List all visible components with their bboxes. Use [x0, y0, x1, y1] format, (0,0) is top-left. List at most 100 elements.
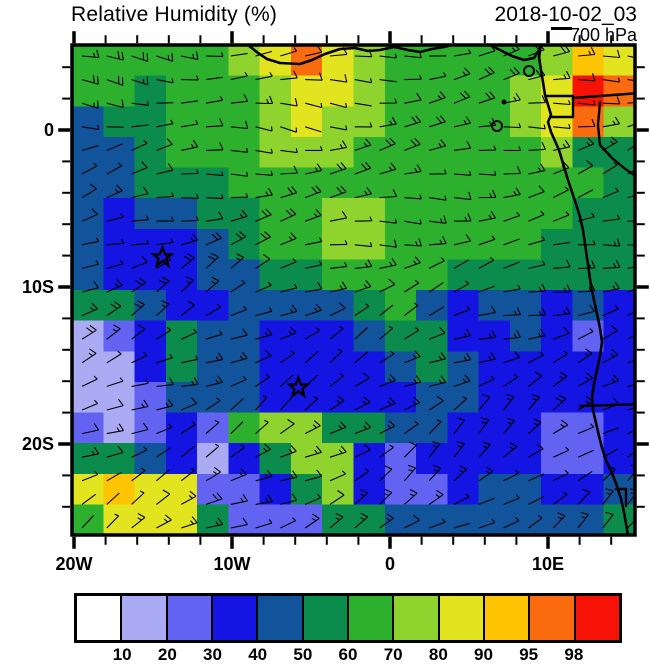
humidity-cell [353, 351, 386, 383]
humidity-cell [259, 290, 292, 322]
humidity-cell [541, 45, 573, 77]
humidity-cell [541, 381, 573, 413]
wind-barbs [81, 45, 635, 529]
humidity-cell [228, 259, 261, 291]
humidity-cell [447, 45, 480, 77]
colorbar [74, 593, 622, 643]
humidity-cell [259, 504, 292, 535]
humidity-cell [447, 259, 480, 291]
axis-tick-labels: 20W 10W 0 10E 0 10S 20S [22, 120, 564, 574]
humidity-cell [384, 351, 417, 383]
humidity-cell [509, 412, 542, 444]
reference-wind-barb [551, 27, 572, 30]
humidity-cell [478, 198, 511, 230]
humidity-cell [72, 412, 104, 444]
humidity-cell [603, 106, 635, 138]
colorbar-label-70: 70 [383, 645, 403, 664]
humidity-cell [134, 198, 167, 230]
x-axis-label-10E: 10E [532, 554, 564, 574]
humidity-cell [416, 412, 448, 444]
humidity-cell [509, 320, 542, 352]
humidity-cell [72, 228, 104, 260]
humidity-cell [416, 473, 448, 505]
humidity-cell [384, 443, 417, 475]
colorbar-label-60: 60 [338, 645, 358, 664]
colorbar-cell-8 [392, 596, 438, 640]
humidity-cell [103, 381, 136, 413]
humidity-heatmap-cells [72, 45, 635, 535]
map-frame [70, 43, 637, 537]
humidity-cell [572, 198, 605, 230]
humidity-cell [416, 167, 448, 199]
humidity-cell [290, 412, 323, 444]
colorbar-label-20: 20 [157, 645, 177, 664]
humidity-cell [603, 198, 635, 230]
humidity-cell [541, 443, 573, 475]
pressure-level-label: 700 hPa [569, 25, 637, 45]
humidity-cell [353, 106, 386, 138]
humidity-cell [72, 443, 104, 475]
humidity-cell [416, 259, 448, 291]
star-marker-1 [150, 244, 175, 269]
humidity-cell [478, 412, 511, 444]
humidity-cell [322, 381, 354, 413]
humidity-cell [322, 290, 354, 322]
humidity-cell [384, 473, 417, 505]
humidity-cell [228, 106, 261, 138]
humidity-cell [165, 320, 198, 352]
humidity-cell [322, 504, 354, 535]
humidity-cell [322, 136, 354, 168]
humidity-cell [322, 106, 354, 138]
humidity-cell [447, 351, 480, 383]
humidity-cell [384, 228, 417, 260]
humidity-cell [228, 290, 261, 322]
colorbar-label-40: 40 [248, 645, 268, 664]
humidity-cell [103, 320, 136, 352]
humidity-cell [103, 45, 136, 77]
humidity-cell [322, 351, 354, 383]
colorbar-cell-7 [346, 596, 393, 640]
humidity-cell [384, 290, 417, 322]
humidity-cell [134, 167, 167, 199]
colorbar-cell-3 [165, 596, 211, 640]
humidity-cell [322, 412, 354, 444]
humidity-cell [603, 45, 635, 77]
humidity-cell [197, 504, 229, 535]
humidity-cell [228, 443, 261, 475]
humidity-cell [572, 290, 605, 322]
humidity-cell [478, 351, 511, 383]
humidity-cell [259, 381, 292, 413]
humidity-cell [103, 473, 136, 505]
colorbar-label-80: 80 [428, 645, 448, 664]
country-border-cabinda [614, 487, 628, 508]
humidity-cell [603, 259, 635, 291]
colorbar-cell-2 [120, 596, 166, 640]
humidity-cell [384, 259, 417, 291]
humidity-cell [72, 290, 104, 322]
humidity-cell [72, 381, 104, 413]
humidity-cell [259, 259, 292, 291]
humidity-cell [447, 198, 480, 230]
humidity-cell [509, 504, 542, 535]
humidity-cell [384, 198, 417, 230]
humidity-cell [353, 504, 386, 535]
humidity-cell [572, 167, 605, 199]
humidity-cell [541, 106, 573, 138]
humidity-cell [197, 320, 229, 352]
colorbar-cell-9 [437, 596, 483, 640]
humidity-cell [541, 136, 573, 168]
humidity-cell [103, 351, 136, 383]
colorbar-label-98: 98 [564, 645, 584, 664]
humidity-cell [72, 259, 104, 291]
colorbar-label-90: 90 [474, 645, 493, 664]
humidity-cell [353, 259, 386, 291]
humidity-cell [478, 473, 511, 505]
humidity-cell [134, 45, 167, 77]
humidity-cell [509, 259, 542, 291]
humidity-cell [72, 45, 104, 77]
y-axis-label-0: 0 [44, 120, 54, 140]
humidity-cell [416, 290, 448, 322]
humidity-cell [384, 504, 417, 535]
humidity-cell [447, 75, 480, 107]
